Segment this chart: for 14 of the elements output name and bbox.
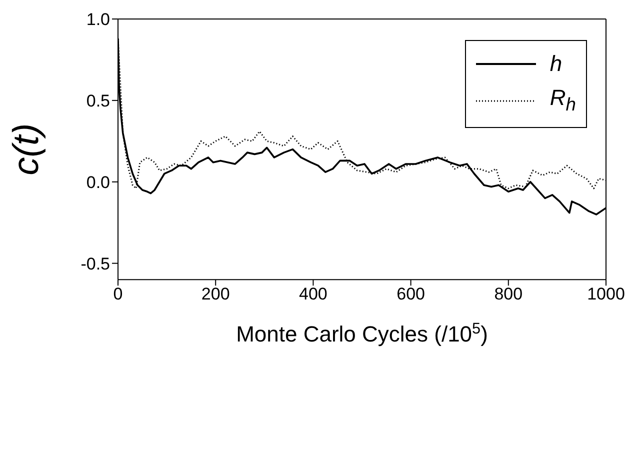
x-tick-label: 0 xyxy=(113,284,123,304)
x-tick-label: 400 xyxy=(299,284,328,304)
x-tick-label: 800 xyxy=(494,284,523,304)
y-tick-label: -0.5 xyxy=(80,254,110,274)
y-tick-label: 0.5 xyxy=(86,91,110,110)
x-tick-label: 1000 xyxy=(587,284,625,304)
y-tick-label: 1.0 xyxy=(86,10,110,30)
y-axis-title: c(t) xyxy=(5,123,46,176)
x-axis-title: Monte Carlo Cycles (/10$^{5}$) xyxy=(236,320,488,347)
y-tick-label: 0.0 xyxy=(86,172,110,192)
legend-label: h xyxy=(550,50,562,78)
x-tick-label: 200 xyxy=(201,284,230,304)
legend-label: R$_{h}$ xyxy=(550,84,576,116)
x-tick-label: 600 xyxy=(396,284,425,304)
